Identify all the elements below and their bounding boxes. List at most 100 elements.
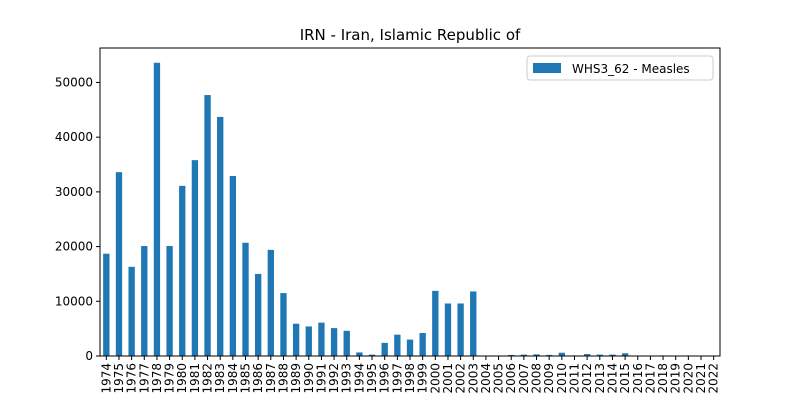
x-tick-label-2015: 2015 [618, 363, 632, 394]
x-tick-label-1984: 1984 [226, 363, 240, 394]
x-tick-label-1993: 1993 [340, 363, 354, 394]
bar-1983 [217, 116, 224, 357]
bar-1991 [318, 322, 325, 356]
x-tick-label-2009: 2009 [542, 363, 556, 394]
bar-1995 [368, 354, 376, 356]
y-tick-label-30000: 30000 [55, 185, 93, 199]
x-tick-label-2019: 2019 [669, 363, 683, 394]
x-axis: 1974197519761977197819791980198119821983… [99, 356, 721, 394]
x-tick-label-2013: 2013 [593, 363, 607, 394]
x-tick-label-1978: 1978 [150, 363, 164, 394]
x-tick-label-2005: 2005 [492, 363, 506, 394]
bar-2000 [432, 290, 439, 356]
x-tick-label-2016: 2016 [631, 363, 645, 394]
bar-2002 [457, 303, 464, 356]
x-tick-label-2012: 2012 [580, 363, 594, 394]
x-tick-label-1981: 1981 [188, 363, 202, 394]
legend-box [526, 55, 714, 81]
y-tick-label-50000: 50000 [55, 75, 93, 89]
x-tick-label-1979: 1979 [163, 363, 177, 394]
x-tick-label-2022: 2022 [707, 363, 721, 394]
x-tick-label-2007: 2007 [517, 363, 531, 394]
x-tick-label-1980: 1980 [175, 363, 189, 394]
x-tick-label-1974: 1974 [99, 363, 113, 394]
bar-1996 [381, 342, 388, 356]
x-tick-label-2021: 2021 [694, 363, 708, 394]
legend-label: WHS3_62 - Measles [572, 62, 690, 76]
bar-1979 [166, 246, 173, 356]
bar-1997 [394, 334, 401, 356]
bar-2006 [508, 354, 515, 356]
x-tick-label-2018: 2018 [656, 363, 670, 394]
y-tick-label-10000: 10000 [55, 294, 93, 308]
bar-1988 [280, 293, 287, 356]
x-tick-label-1977: 1977 [137, 363, 151, 394]
x-tick-label-1996: 1996 [378, 363, 392, 394]
bar-1990 [305, 326, 312, 356]
x-tick-label-1975: 1975 [112, 363, 126, 394]
x-tick-label-2006: 2006 [504, 363, 518, 394]
bar-1986 [255, 273, 262, 356]
x-tick-label-2008: 2008 [530, 363, 544, 394]
bar-1985 [242, 242, 249, 356]
bar-1982 [204, 95, 211, 357]
y-tick-label-40000: 40000 [55, 130, 93, 144]
x-tick-label-1998: 1998 [403, 363, 417, 394]
bar-2013 [596, 354, 603, 356]
x-tick-label-1987: 1987 [264, 363, 278, 394]
bar-1976 [128, 266, 135, 356]
bar-1977 [141, 246, 148, 356]
x-tick-label-2014: 2014 [605, 363, 619, 394]
plot-frame [99, 47, 721, 357]
x-tick-label-2011: 2011 [567, 363, 581, 394]
bar-2001 [444, 303, 452, 356]
y-axis: 0 10000 20000 30000 40000 50000 [55, 75, 100, 363]
bar-1978 [153, 62, 161, 357]
legend-swatch [533, 63, 561, 73]
x-tick-label-2000: 2000 [428, 363, 442, 394]
bar-1975 [115, 172, 123, 356]
y-tick-label-0: 0 [85, 349, 93, 363]
bar-2007 [520, 354, 528, 356]
x-tick-label-1982: 1982 [201, 363, 215, 394]
x-tick-label-2010: 2010 [555, 363, 569, 394]
bar-1981 [191, 160, 199, 356]
x-tick-label-1990: 1990 [302, 363, 316, 394]
bars-group [103, 62, 717, 357]
x-tick-label-1992: 1992 [327, 363, 341, 394]
x-tick-label-1989: 1989 [289, 363, 303, 394]
bar-2003 [470, 291, 477, 356]
bar-1987 [267, 249, 274, 356]
x-tick-label-2017: 2017 [643, 363, 657, 394]
bar-1994 [356, 352, 363, 356]
x-tick-label-1985: 1985 [239, 363, 253, 394]
bar-2010 [558, 352, 565, 356]
bar-2009 [546, 354, 553, 356]
bar-2012 [583, 354, 591, 356]
x-tick-label-2002: 2002 [454, 363, 468, 394]
x-tick-label-1976: 1976 [125, 363, 139, 394]
x-tick-label-1988: 1988 [276, 363, 290, 394]
bar-1998 [406, 339, 414, 356]
bar-1974 [103, 253, 110, 356]
bar-2008 [533, 354, 540, 356]
x-tick-label-1999: 1999 [416, 363, 430, 394]
legend: WHS3_62 - Measles [526, 55, 714, 81]
x-tick-label-1986: 1986 [251, 363, 265, 394]
x-tick-label-1983: 1983 [213, 363, 227, 394]
x-tick-label-1997: 1997 [390, 363, 404, 394]
y-tick-label-20000: 20000 [55, 240, 93, 254]
bar-1999 [419, 333, 426, 356]
bar-1993 [343, 330, 350, 356]
x-tick-label-2020: 2020 [681, 363, 695, 394]
x-tick-label-2001: 2001 [441, 363, 455, 394]
x-tick-label-1991: 1991 [314, 363, 328, 394]
x-tick-label-2003: 2003 [466, 363, 480, 394]
bar-2015 [621, 353, 629, 356]
chart-title: IRN - Iran, Islamic Republic of [300, 26, 521, 44]
bar-1980 [179, 185, 186, 356]
bar-1989 [292, 323, 300, 356]
bar-1984 [229, 176, 237, 356]
x-tick-label-2004: 2004 [479, 363, 493, 394]
